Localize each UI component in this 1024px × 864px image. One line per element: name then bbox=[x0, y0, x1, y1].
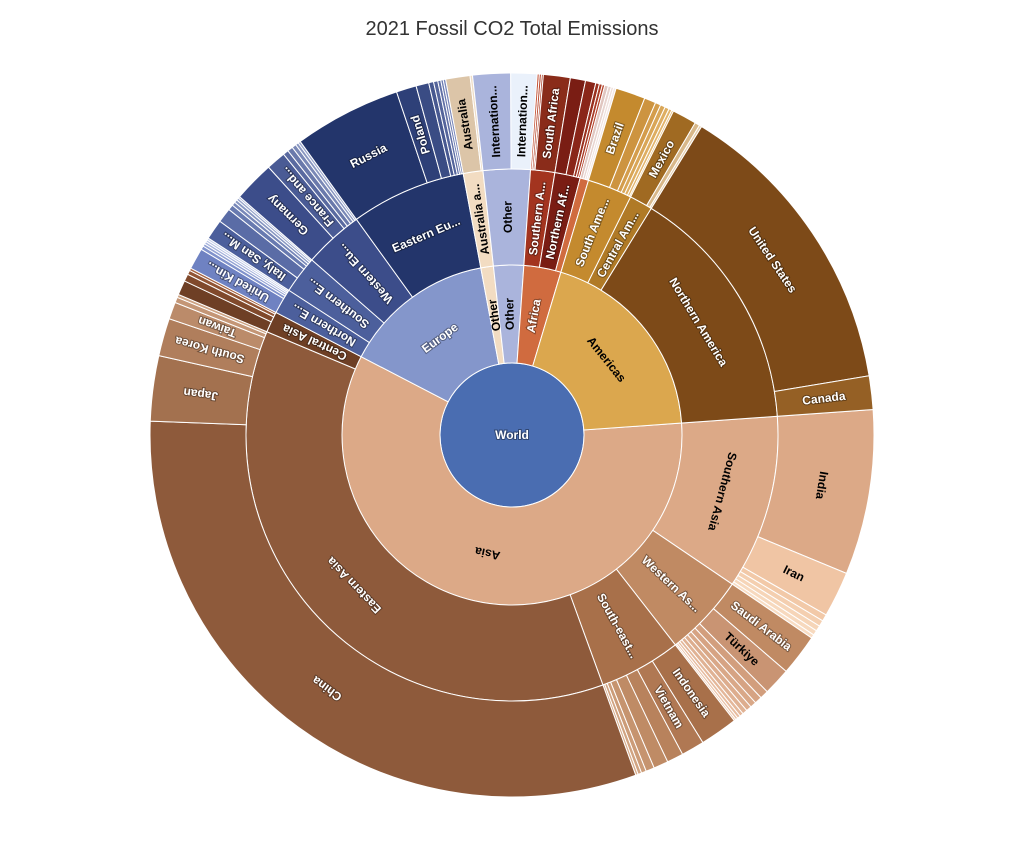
sunburst-segment-china[interactable] bbox=[149, 420, 637, 798]
segment-label-internation: Internation... bbox=[514, 85, 530, 157]
segment-label-internation: Internation... bbox=[485, 85, 503, 158]
segment-label-asia: Asia bbox=[473, 544, 501, 563]
segment-label-other: Other bbox=[500, 201, 515, 234]
chart-title: 2021 Fossil CO2 Total Emissions bbox=[365, 18, 659, 40]
segment-label-india: India bbox=[813, 470, 831, 500]
segment-label-japan: Japan bbox=[183, 385, 219, 403]
segment-label-other: Other bbox=[502, 298, 517, 331]
segment-label-canada: Canada bbox=[801, 389, 846, 408]
sunburst-segment-canada[interactable] bbox=[773, 375, 874, 417]
segment-label-world: World bbox=[495, 428, 529, 442]
segment-label-other: Other bbox=[485, 298, 504, 332]
